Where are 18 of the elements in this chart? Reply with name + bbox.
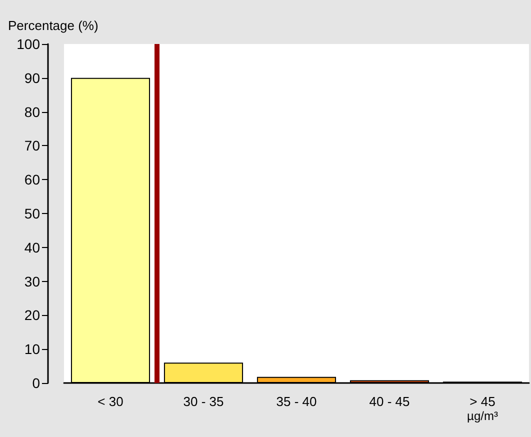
y-tick-label: 90	[24, 70, 40, 86]
x-axis-title: µg/m³	[467, 409, 498, 423]
x-tick-label: 30 - 35	[183, 394, 224, 409]
x-tick-label: 35 - 40	[276, 394, 317, 409]
y-tick-label: 20	[24, 307, 40, 324]
x-tick-label: 40 - 45	[369, 394, 410, 409]
y-tick-label: 10	[24, 341, 40, 358]
x-tick-label: > 45	[470, 394, 496, 409]
y-tick-label: 70	[24, 138, 40, 154]
y-tick-label: 60	[24, 172, 40, 188]
y-tick-label: 100	[16, 36, 40, 52]
x-tick-label: < 30	[98, 394, 124, 409]
y-tick-label: 50	[24, 206, 40, 222]
y-tick-label: 80	[24, 104, 40, 120]
y-tick-label: 30	[24, 273, 40, 290]
y-axis-title: Percentage (%)	[8, 18, 98, 33]
y-tick-label: 40	[24, 239, 40, 256]
y-tick-label: 0	[32, 375, 40, 391]
